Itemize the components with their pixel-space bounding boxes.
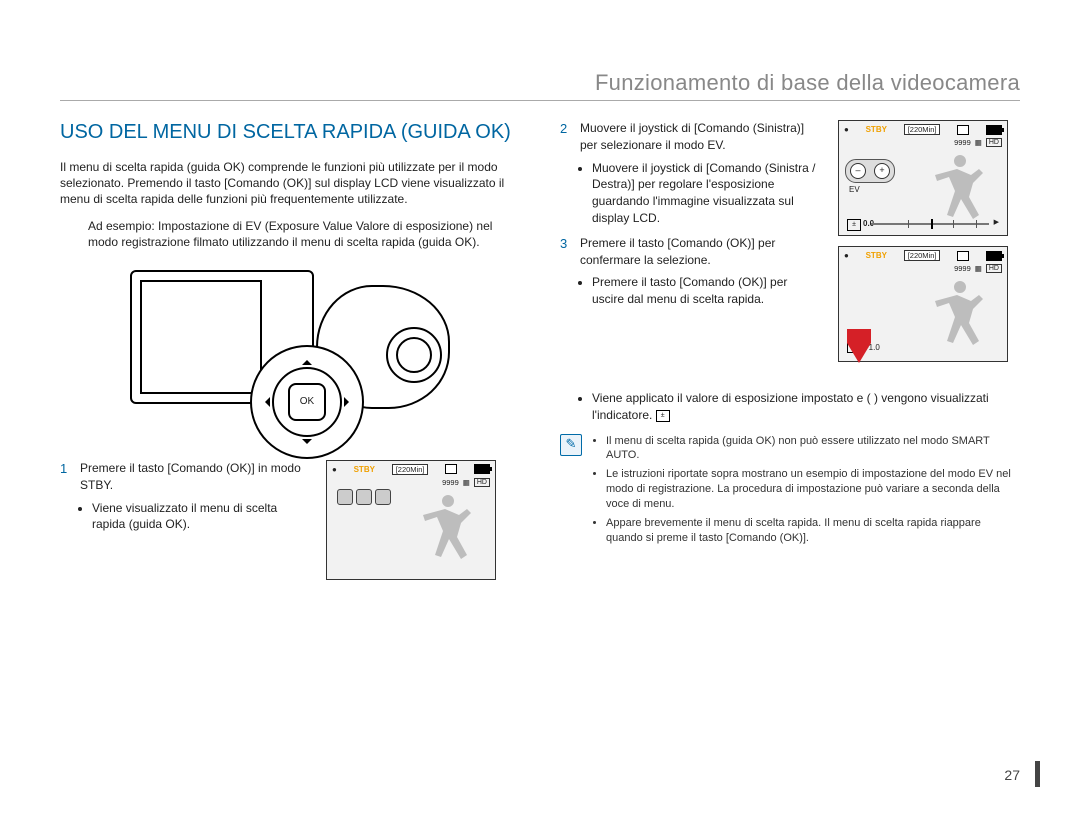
step-3-text: Premere il tasto [Comando (OK)] per conf…: [580, 235, 820, 269]
step-3-bullet-a: Premere il tasto [Comando (OK)] per usci…: [592, 274, 820, 308]
step-1-number: 1: [60, 460, 80, 478]
lcd3-count: 9999: [954, 264, 971, 273]
quick-icon: [337, 489, 353, 505]
step-2-bullets: Muovere il joystick di [Comando (Sinistr…: [560, 160, 820, 227]
step-3-bullet-b: Viene applicato il valore di esposizione…: [592, 390, 1020, 424]
lcd3-hd: HD: [986, 264, 1002, 273]
ev-icon: ±: [847, 219, 861, 231]
section-header: Funzionamento di base della videocamera: [60, 70, 1020, 96]
ev-plus-icon: +: [874, 163, 890, 179]
lcd1-count: 9999: [442, 478, 459, 487]
intro-paragraph: Il menu di scelta rapida (guida OK) comp…: [60, 159, 520, 208]
step-3-number: 3: [560, 235, 580, 253]
right-column: 2 Muovere il joystick di [Comando (Sinis…: [560, 120, 1020, 550]
lcd2-ev-label: EV: [849, 185, 860, 194]
lcd1-time: [220Min]: [392, 464, 429, 475]
page-number: 27: [1004, 767, 1020, 783]
note-list: Il menu di scelta rapida (guida OK) non …: [590, 434, 1020, 550]
card-icon: [957, 251, 969, 261]
ok-wheel-callout: OK: [250, 345, 364, 459]
arrow-up-icon: [302, 355, 312, 365]
card-icon: [445, 464, 457, 474]
arrow-right-icon: [344, 397, 354, 407]
skater-silhouette: [925, 275, 995, 353]
lcd2-stby: STBY: [866, 125, 887, 134]
arrow-down-icon: [302, 439, 312, 449]
step-1-bullet: Viene visualizzato il menu di scelta rap…: [92, 500, 310, 534]
arrow-left-icon: [260, 397, 270, 407]
header-rule: [60, 100, 1020, 101]
camcorder-lens: [386, 327, 442, 383]
lcd2-hd: HD: [986, 138, 1002, 147]
lcd-screenshot-3: ● STBY [220Min] 9999 ▦ HD: [838, 246, 1008, 362]
ok-button-icon: OK: [288, 383, 326, 421]
step-1: 1 Premere il tasto [Comando (OK)] in mod…: [60, 460, 310, 494]
battery-icon: [986, 125, 1002, 135]
battery-icon: [986, 251, 1002, 261]
step-1-text: Premere il tasto [Comando (OK)] in modo …: [80, 460, 310, 494]
note-box: ✎ Il menu di scelta rapida (guida OK) no…: [560, 434, 1020, 550]
lcd1-quick-icons: [337, 489, 391, 505]
skater-silhouette: [413, 489, 483, 567]
lcd-screenshot-2: ● STBY [220Min] 9999 ▦ HD – +: [838, 120, 1008, 236]
ev-minus-icon: –: [850, 163, 866, 179]
note-c: Appare brevemente il menu di scelta rapi…: [606, 516, 1020, 546]
lcd2-count: 9999: [954, 138, 971, 147]
lcd1-stby: STBY: [354, 465, 375, 474]
lcd2-ev-scale: ± 0.0 ▶: [847, 219, 999, 229]
example-paragraph: Ad esempio: Impostazione di EV (Exposure…: [88, 218, 520, 250]
quick-icon: [356, 489, 372, 505]
card-icon: [957, 125, 969, 135]
quick-icon: [375, 489, 391, 505]
ev-adjust-pill: – +: [845, 159, 895, 183]
step-2-bullet: Muovere il joystick di [Comando (Sinistr…: [592, 160, 820, 227]
step-3-bullet-b-text: Viene applicato il valore di esposizione…: [592, 391, 989, 422]
battery-icon: [474, 464, 490, 474]
step-3-bullets: Premere il tasto [Comando (OK)] per usci…: [560, 274, 820, 308]
step-1-bullets: Viene visualizzato il menu di scelta rap…: [60, 500, 310, 534]
step-3-bullets-wide: Viene applicato il valore di esposizione…: [560, 390, 1020, 424]
note-b: Le istruzioni riportate sopra mostrano u…: [606, 467, 1020, 512]
lcd3-stby: STBY: [866, 251, 887, 260]
lcd-screenshot-1: ● STBY [220Min] 9999 ▦ HD: [326, 460, 496, 580]
step-2-text: Muovere il joystick di [Comando (Sinistr…: [580, 120, 820, 154]
skater-silhouette: [925, 149, 995, 227]
lcd3-time: [220Min]: [904, 250, 941, 261]
note-icon: ✎: [560, 434, 582, 456]
page-title: USO DEL MENU DI SCELTA RAPIDA (GUIDA OK): [60, 120, 520, 145]
lcd2-time: [220Min]: [904, 124, 941, 135]
camcorder-illustration: OK: [130, 260, 450, 450]
ev-icon-inline: ±: [656, 410, 670, 422]
note-a: Il menu di scelta rapida (guida OK) non …: [606, 434, 1020, 464]
lcd-stack: ● STBY [220Min] 9999 ▦ HD – +: [838, 120, 1020, 372]
lcd1-hd: HD: [474, 478, 490, 487]
red-flag-icon: [847, 343, 871, 363]
step-2-number: 2: [560, 120, 580, 138]
step-3: 3 Premere il tasto [Comando (OK)] per co…: [560, 235, 820, 269]
left-column: USO DEL MENU DI SCELTA RAPIDA (GUIDA OK)…: [60, 120, 520, 580]
thumb-tab: [1035, 761, 1040, 787]
step-2: 2 Muovere il joystick di [Comando (Sinis…: [560, 120, 820, 154]
